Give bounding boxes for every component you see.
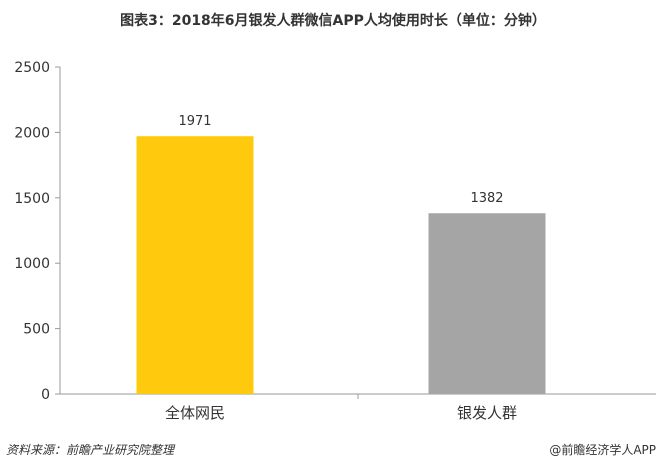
data-label-1: 1382 bbox=[470, 191, 503, 206]
y-tick-label: 0 bbox=[41, 387, 50, 403]
credit-note: @前瞻经济学人APP bbox=[549, 443, 656, 457]
bar-0 bbox=[136, 136, 254, 394]
chart-title: 图表3：2018年6月银发人群微信APP人均使用时长（单位：分钟） bbox=[120, 13, 546, 29]
y-tick-label: 1000 bbox=[14, 256, 50, 272]
data-label-0: 1971 bbox=[178, 114, 211, 129]
y-tick-label: 2000 bbox=[14, 125, 50, 141]
bar-1 bbox=[428, 213, 546, 394]
x-tick-label-1: 银发人群 bbox=[457, 404, 517, 422]
source-note: 资料来源：前瞻产业研究院整理 bbox=[6, 443, 175, 457]
x-tick-label-0: 全体网民 bbox=[165, 404, 225, 422]
y-tick-label: 2500 bbox=[14, 60, 50, 76]
y-tick-label: 1500 bbox=[14, 191, 50, 207]
y-tick-label: 500 bbox=[23, 322, 50, 338]
